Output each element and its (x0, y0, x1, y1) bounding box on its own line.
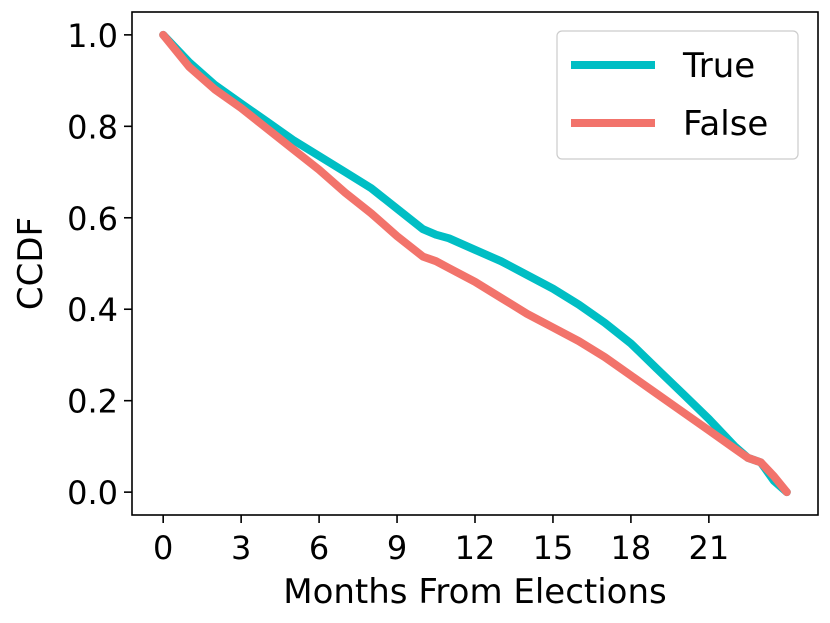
series-layer (159, 30, 791, 497)
legend-label-false: False (683, 104, 768, 144)
x-tick-label: 3 (231, 529, 251, 567)
y-tick-label: 0.0 (67, 474, 118, 512)
x-axis: 0 3 6 9 12 15 18 21 (153, 515, 729, 567)
y-axis: 0.0 0.2 0.4 0.6 0.8 1.0 (67, 17, 132, 512)
x-tick-label: 12 (455, 529, 496, 567)
x-tick-label: 9 (387, 529, 407, 567)
series-line-false (159, 30, 791, 497)
x-tick-label: 18 (611, 529, 652, 567)
x-tick-label: 6 (309, 529, 329, 567)
x-tick-label: 0 (153, 529, 173, 567)
y-tick-label: 0.4 (67, 291, 118, 329)
x-tick-label: 15 (533, 529, 574, 567)
y-axis-title: CCDF (11, 217, 51, 310)
legend-label-true: True (682, 46, 755, 86)
x-tick-label: 21 (689, 529, 730, 567)
y-tick-label: 0.6 (67, 200, 118, 238)
x-axis-title: Months From Elections (283, 572, 667, 612)
y-tick-label: 0.2 (67, 383, 118, 421)
y-tick-label: 0.8 (67, 108, 118, 146)
y-tick-label: 1.0 (67, 17, 118, 55)
legend: True False (556, 30, 799, 160)
series-line-true (159, 30, 791, 497)
